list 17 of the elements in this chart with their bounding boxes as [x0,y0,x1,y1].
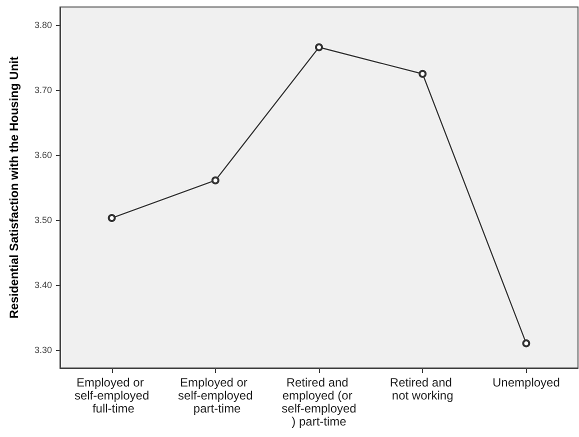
y-tick-label: 3.80 [34,20,52,30]
x-tick-label: Retired and not working [390,376,456,402]
y-axis-title: Residential Satisfaction with the Housing Unit [7,56,21,319]
x-tick-label: Unemployed [492,376,560,390]
point [418,70,427,78]
y-tick-label: 3.50 [34,214,52,225]
y-tick-label: 3.40 [34,280,52,290]
y-tick-label: 3.30 [34,344,52,355]
point [315,43,323,52]
y-tick-label: 3.70 [34,85,52,96]
x-tick-label: Employed or self-employed full-time [74,376,150,416]
x-tick-label: Employed or self-employed part-time [178,376,253,416]
point [522,339,530,348]
x-tick-label: Retired and employed (or self-employed) part-time [282,376,356,428]
point [108,214,116,222]
y-tick-label: 3.60 [34,150,52,160]
point [211,176,220,184]
